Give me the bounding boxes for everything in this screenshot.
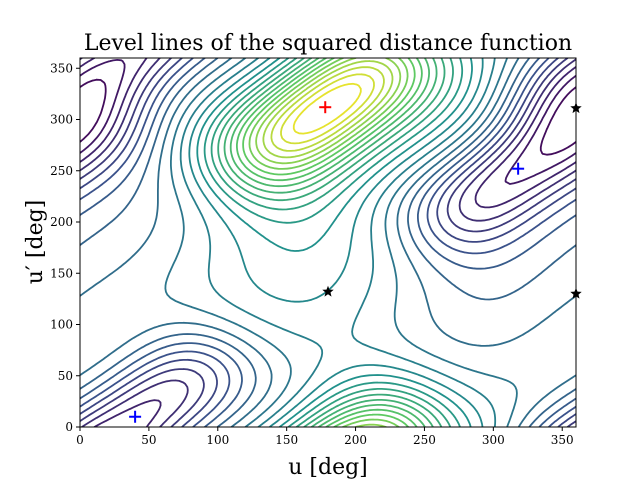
- contour-level: [270, 66, 385, 152]
- contour-level: [223, 58, 438, 427]
- y-tick-label: 300: [50, 113, 73, 127]
- contour-level: [242, 58, 416, 427]
- maximum-marker: [319, 101, 332, 114]
- y-axis-ticks: 0 50 100 150 200 250 300 350: [50, 61, 80, 434]
- contour-level: [80, 58, 576, 427]
- contour-level: [80, 58, 576, 427]
- chart-title: Level lines of the squared distance func…: [84, 31, 572, 56]
- x-axis-label: u [deg]: [288, 455, 368, 480]
- y-tick-label: 50: [58, 369, 73, 383]
- contour-level: [80, 58, 576, 427]
- x-tick-label: 250: [413, 433, 436, 447]
- y-axis-label: u′ [deg]: [23, 200, 48, 285]
- contour-level: [80, 59, 576, 185]
- contour-level: [196, 58, 473, 427]
- x-tick-label: 200: [344, 433, 367, 447]
- contour-level: [280, 73, 375, 145]
- y-tick-label: 150: [50, 266, 73, 280]
- x-tick-label: 100: [206, 433, 229, 447]
- contour-level: [292, 82, 362, 135]
- y-tick-label: 350: [50, 61, 73, 75]
- y-tick-label: 0: [65, 420, 73, 434]
- minimum-marker: [129, 410, 142, 423]
- contour-level: [217, 58, 446, 427]
- x-axis-ticks: 0 50 100 150 200 250 300 350: [76, 427, 574, 447]
- contour-level: [80, 58, 576, 427]
- contour-level: [179, 58, 497, 427]
- contour-level: [80, 58, 576, 427]
- x-tick-label: 0: [76, 433, 84, 447]
- contour-level: [210, 58, 454, 427]
- y-tick-label: 250: [50, 164, 73, 178]
- y-tick-label: 100: [50, 318, 73, 332]
- contour-level: [80, 78, 576, 156]
- saddle-marker: [322, 285, 334, 297]
- contour-level: [80, 58, 576, 427]
- x-tick-label: 150: [275, 433, 298, 447]
- y-tick-label: 200: [50, 215, 73, 229]
- contour-level: [80, 58, 576, 427]
- contour-level: [236, 58, 423, 427]
- x-tick-label: 50: [141, 433, 156, 447]
- contour-level: [203, 58, 464, 427]
- contour-level: [164, 58, 518, 427]
- contour-level: [262, 60, 394, 159]
- x-tick-label: 300: [482, 433, 505, 447]
- minimum-marker: [512, 162, 525, 175]
- x-tick-label: 350: [551, 433, 574, 447]
- plot-frame: [79, 57, 577, 428]
- contour-level: [80, 58, 576, 427]
- contour-lines: [80, 58, 576, 427]
